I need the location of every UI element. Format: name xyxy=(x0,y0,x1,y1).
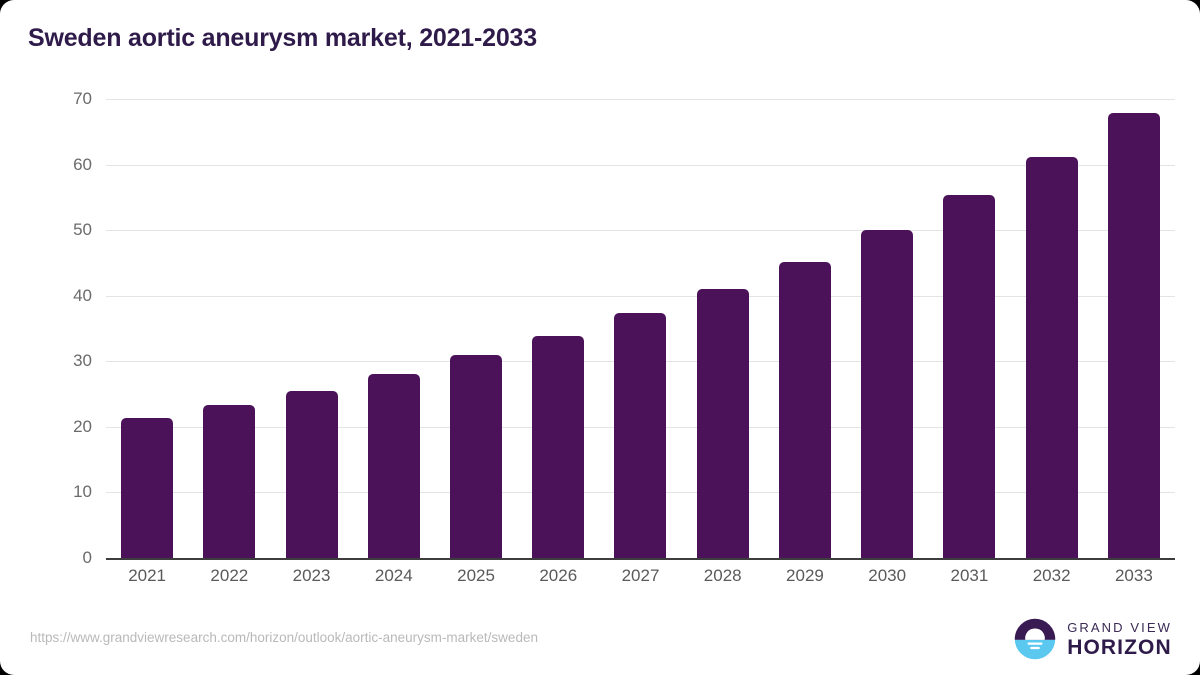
y-tick-label: 30 xyxy=(73,351,92,371)
bar-slot xyxy=(599,99,681,558)
x-tick-label-2021: 2021 xyxy=(128,566,167,585)
x-tick-label-2023: 2023 xyxy=(292,566,331,585)
y-tick-label: 20 xyxy=(73,416,92,436)
x-tick-label-2026: 2026 xyxy=(539,566,578,585)
x-tick-label-2024: 2024 xyxy=(374,566,413,585)
bar-2021[interactable] xyxy=(121,417,174,558)
chart-plot-area: Market Size (US$M) 010203040506070202120… xyxy=(73,89,1175,585)
x-tick-label-2025: 2025 xyxy=(457,566,495,585)
y-tick-label: 0 xyxy=(82,548,92,567)
bar-2032[interactable] xyxy=(1025,156,1078,558)
bar-slot xyxy=(764,99,846,558)
bar-2025[interactable] xyxy=(450,355,503,558)
x-tick-label-2031: 2031 xyxy=(950,566,989,585)
gridline xyxy=(106,230,1175,232)
bar-slot xyxy=(682,99,764,558)
bar-slot xyxy=(106,99,188,558)
bar-2028[interactable] xyxy=(696,288,749,558)
y-tick-label: 70 xyxy=(73,89,92,108)
x-tick-label-2029: 2029 xyxy=(786,566,824,585)
bar-2024[interactable] xyxy=(367,373,420,558)
y-tick-label: 60 xyxy=(73,154,92,174)
bar-slot xyxy=(928,99,1010,558)
bar-2030[interactable] xyxy=(861,230,914,558)
bar-slot xyxy=(270,99,352,558)
x-tick-label-2033: 2033 xyxy=(1114,566,1153,585)
x-axis-line xyxy=(106,558,1175,560)
gridline xyxy=(106,295,1175,297)
bar-2026[interactable] xyxy=(532,335,585,558)
bar-slot xyxy=(435,99,517,558)
bar-2029[interactable] xyxy=(778,261,831,558)
bars-layer xyxy=(106,99,1175,558)
y-tick-label: 10 xyxy=(73,482,92,502)
x-tick-label-2028: 2028 xyxy=(703,566,742,585)
bar-slot xyxy=(846,99,928,558)
gridline xyxy=(106,164,1175,166)
grand-view-horizon-mark-icon xyxy=(1014,618,1056,660)
brand-logo-text: GRAND VIEW HORIZON xyxy=(1067,621,1172,658)
y-tick-label: 50 xyxy=(73,220,92,240)
x-tick-label-2027: 2027 xyxy=(621,566,660,585)
brand-logo: GRAND VIEW HORIZON xyxy=(1013,617,1172,661)
bar-slot xyxy=(353,99,435,558)
bar-2033[interactable] xyxy=(1107,112,1160,558)
bar-2027[interactable] xyxy=(614,313,667,558)
y-tick-label: 40 xyxy=(73,285,92,305)
bar-slot xyxy=(188,99,270,558)
brand-logo-line2: HORIZON xyxy=(1067,635,1172,659)
bar-2023[interactable] xyxy=(285,390,338,558)
x-tick-label-2032: 2032 xyxy=(1032,566,1071,585)
source-url[interactable]: https://www.grandviewresearch.com/horizo… xyxy=(30,630,538,645)
bar-slot xyxy=(1011,99,1093,558)
brand-logo-line1: GRAND VIEW xyxy=(1067,619,1172,635)
x-tick-label-2030: 2030 xyxy=(868,566,907,585)
bar-slot xyxy=(517,99,599,558)
gridline xyxy=(106,99,1175,100)
page-title: Sweden aortic aneurysm market, 2021-2033 xyxy=(28,24,537,52)
bar-2022[interactable] xyxy=(203,404,256,558)
bar-2031[interactable] xyxy=(943,195,996,558)
x-tick-label-2022: 2022 xyxy=(210,566,249,585)
bar-slot xyxy=(1093,99,1175,558)
